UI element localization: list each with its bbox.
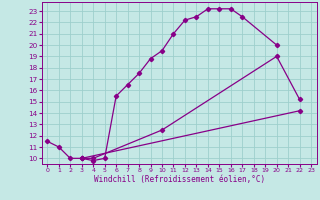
X-axis label: Windchill (Refroidissement éolien,°C): Windchill (Refroidissement éolien,°C) xyxy=(94,175,265,184)
